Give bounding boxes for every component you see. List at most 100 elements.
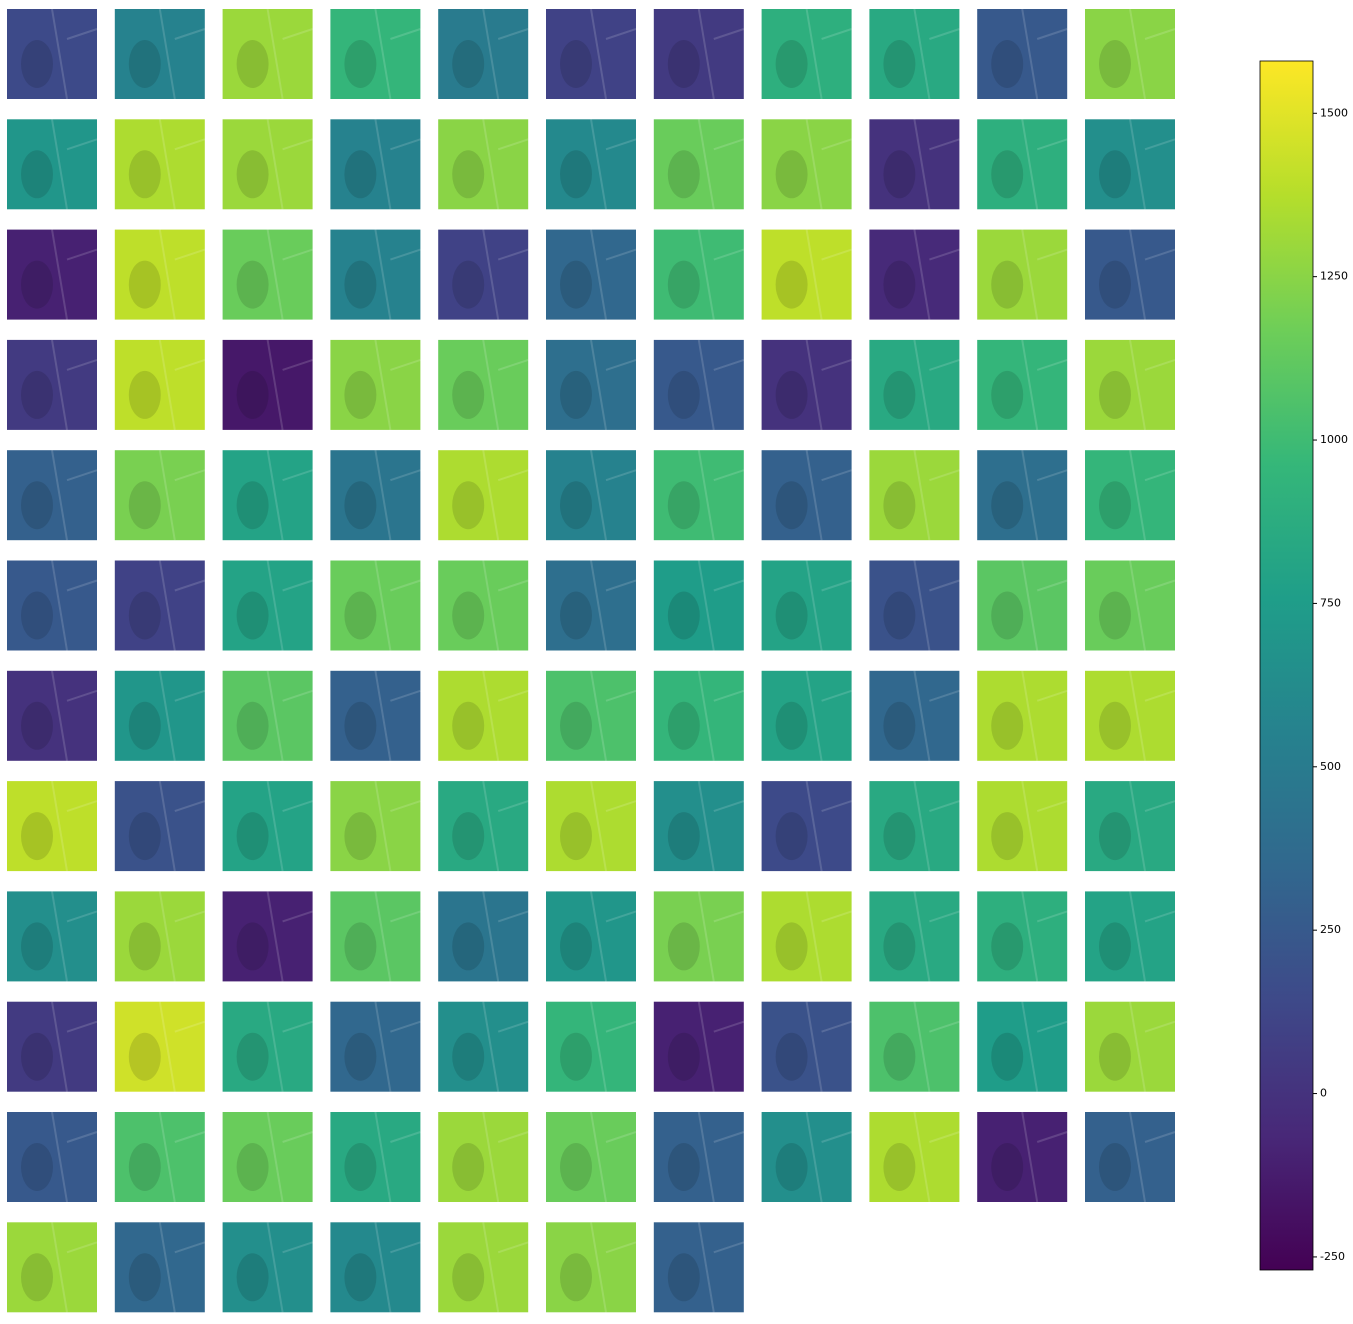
tile-texture (344, 591, 377, 640)
tile-texture (51, 119, 98, 210)
tile-texture (1021, 780, 1068, 872)
tile-texture (1021, 1111, 1068, 1203)
tile-texture (883, 150, 916, 199)
tile-texture (590, 119, 637, 210)
tile-texture (1021, 670, 1068, 761)
tile-texture (1021, 560, 1068, 651)
tile-texture (482, 450, 529, 541)
tile-texture (883, 40, 916, 88)
tile-texture (21, 701, 53, 750)
tile-texture (697, 670, 745, 761)
image-tile (222, 1001, 313, 1092)
tile-texture (775, 370, 808, 419)
tile-texture (236, 481, 269, 530)
colorbar-tick-label: 0 (1320, 1087, 1327, 1100)
image-tile (977, 670, 1068, 761)
tile-texture (374, 1111, 421, 1203)
tile-texture (266, 8, 313, 100)
tile-texture (21, 1253, 53, 1302)
tile-texture (374, 670, 421, 761)
image-tile (546, 1112, 636, 1202)
tile-texture (1129, 229, 1176, 320)
tile-texture (913, 339, 960, 431)
image-tile (222, 1222, 313, 1313)
image-tile (653, 560, 744, 651)
tile-texture (158, 339, 206, 431)
image-tile (7, 9, 97, 99)
tile-texture (344, 1032, 377, 1081)
tile-texture (590, 339, 637, 431)
tile-texture (374, 891, 421, 982)
tile-texture (21, 150, 53, 199)
tile-texture (560, 1032, 592, 1081)
image-tile (761, 560, 852, 651)
image-tile (869, 891, 960, 982)
image-tile (438, 450, 529, 541)
tile-texture (667, 1253, 700, 1302)
image-tile (222, 339, 313, 430)
tile-texture (991, 370, 1024, 419)
tile-texture (158, 560, 206, 651)
image-tile (869, 560, 960, 651)
tile-texture (21, 370, 53, 419)
image-tile (114, 781, 205, 872)
tile-texture (266, 119, 313, 210)
image-tile (869, 1001, 960, 1092)
tile-texture (482, 1111, 529, 1203)
tile-texture (991, 260, 1024, 309)
tile-texture (344, 812, 377, 861)
image-tile (7, 560, 97, 651)
tile-texture (1021, 119, 1068, 210)
image-tile (438, 891, 529, 982)
tile-texture (1129, 560, 1176, 651)
tile-texture (128, 481, 161, 530)
image-tile (222, 1112, 313, 1202)
image-tile (653, 1112, 744, 1202)
image-tile (7, 781, 97, 872)
tile-texture (805, 339, 852, 431)
tile-texture (991, 1143, 1024, 1191)
image-tile (977, 891, 1068, 982)
tile-texture (697, 780, 745, 872)
image-tile (546, 670, 636, 761)
tile-texture (158, 891, 206, 982)
image-tile (761, 339, 852, 430)
tile-texture (51, 229, 98, 320)
tile-texture (266, 670, 313, 761)
tile-texture (236, 922, 269, 971)
image-tile (330, 229, 421, 320)
image-tile (1085, 1001, 1175, 1092)
tile-texture (21, 812, 53, 861)
tile-texture (374, 8, 421, 100)
tile-texture (344, 150, 377, 199)
image-tile (438, 119, 529, 210)
image-tile (1085, 9, 1175, 99)
image-tile (114, 1001, 205, 1092)
tile-texture (128, 150, 161, 199)
image-tile (653, 450, 744, 541)
tile-texture (991, 701, 1024, 750)
image-tile (1085, 781, 1175, 872)
image-tile (7, 339, 97, 430)
tile-texture (1021, 229, 1068, 320)
image-tile (869, 450, 960, 541)
image-tile (330, 339, 421, 430)
tile-texture (883, 1143, 916, 1191)
colorbar-tick-label: 1500 (1320, 106, 1348, 119)
image-tile (546, 560, 636, 651)
tile-texture (21, 40, 53, 88)
tile-texture (991, 150, 1024, 199)
image-tile (7, 891, 97, 982)
colorbar (1259, 60, 1314, 1271)
tile-texture (1129, 450, 1176, 541)
tile-texture (482, 8, 529, 100)
tile-texture (344, 1253, 377, 1302)
image-tile (1085, 339, 1175, 430)
tile-texture (374, 119, 421, 210)
tile-texture (1021, 1001, 1068, 1092)
image-tile (761, 9, 852, 99)
tile-texture (236, 260, 269, 309)
image-tile (330, 781, 421, 872)
